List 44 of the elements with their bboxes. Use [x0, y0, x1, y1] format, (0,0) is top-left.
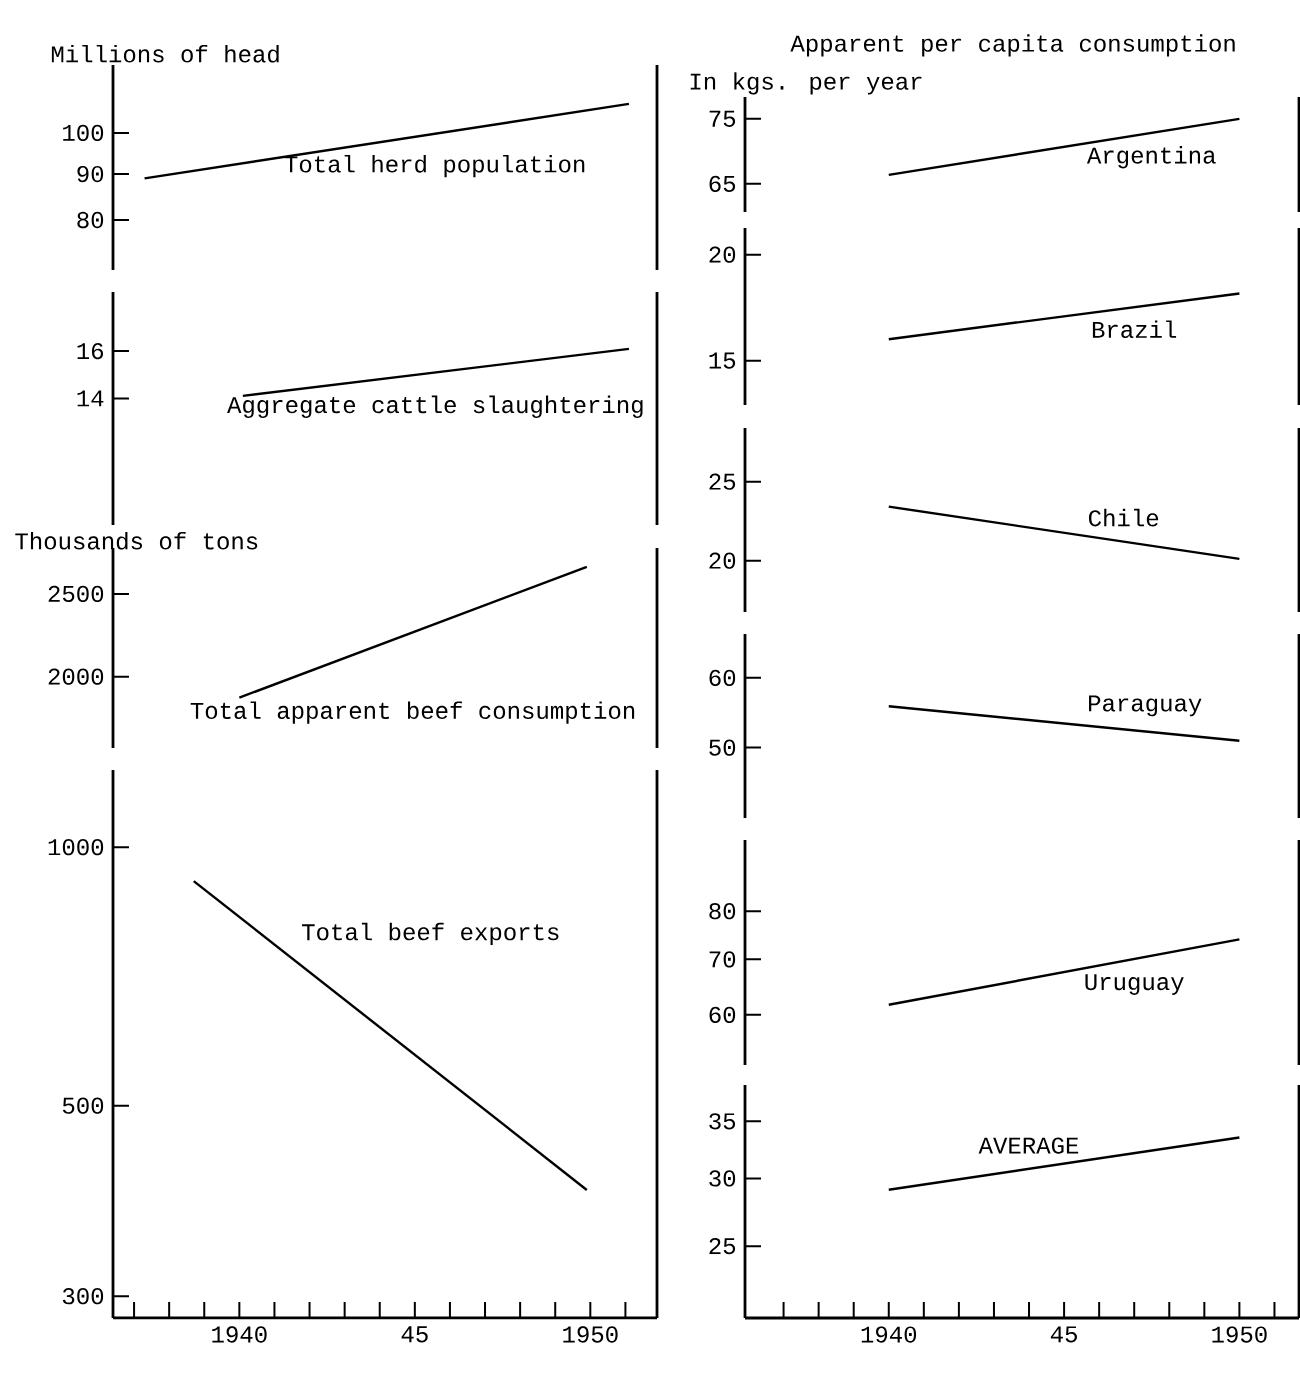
series-label: Total herd population — [284, 154, 585, 178]
series-label: Uruguay — [1085, 974, 1184, 995]
series-label: Argentina — [1086, 146, 1216, 169]
y-tick-label: 16 — [77, 342, 103, 360]
y-tick-label: 2000 — [48, 668, 103, 685]
x-tick-label: 1940 — [861, 1326, 916, 1343]
y-tick-label: 35 — [709, 1113, 735, 1130]
y-tick-label: 30 — [709, 1170, 735, 1187]
y-tick-label: 15 — [709, 352, 735, 369]
y-tick-label: 14 — [77, 390, 104, 407]
chart-title: Apparent per capita consumption — [790, 34, 1235, 57]
text: Total apparent beef consumption — [190, 701, 634, 724]
y-tick-label: 65 — [709, 175, 735, 192]
y-tick-label: 100 — [62, 124, 103, 142]
y-tick-label: 80 — [77, 211, 103, 229]
y-tick-label: 60 — [709, 669, 735, 687]
y-axis-title: In kgs. per year — [690, 72, 922, 95]
x-tick-label: 1950 — [1212, 1326, 1267, 1343]
y-tick-label: 70 — [709, 951, 735, 968]
series-label: Total beef exports — [301, 922, 559, 946]
x-tick-label: 45 — [1050, 1326, 1077, 1343]
x-tick-label: 1940 — [212, 1326, 267, 1343]
x-tick-label: 45 — [401, 1326, 428, 1343]
y-tick-label: 20 — [709, 246, 735, 263]
y-tick-label: 75 — [709, 110, 735, 127]
y-tick-label: 50 — [709, 739, 735, 756]
y-tick-label: 25 — [709, 473, 735, 490]
series-label: Aggregate cattle slaughtering — [226, 395, 643, 418]
y-tick-label: 300 — [62, 1288, 103, 1305]
series-label: Brazil — [1092, 320, 1176, 338]
x-tick-label: 1950 — [563, 1326, 618, 1343]
y-tick-label: 20 — [709, 552, 735, 569]
y-tick-label: 25 — [709, 1237, 735, 1255]
y-tick-label: 90 — [77, 165, 103, 183]
y-tick-label: 2500 — [48, 585, 103, 603]
y-tick-label: 60 — [709, 1006, 735, 1023]
series-label: Chile — [1088, 508, 1158, 527]
y-tick-label: 1000 — [48, 839, 103, 856]
y-tick-label: 80 — [709, 903, 735, 920]
y-axis-title: Thousands of tons — [15, 531, 258, 550]
series-label: AVERAGE — [978, 1137, 1078, 1154]
y-axis-title: Millions of head — [51, 44, 279, 63]
series-label: Paraguay — [1088, 695, 1202, 717]
y-tick-label: 500 — [62, 1097, 103, 1114]
